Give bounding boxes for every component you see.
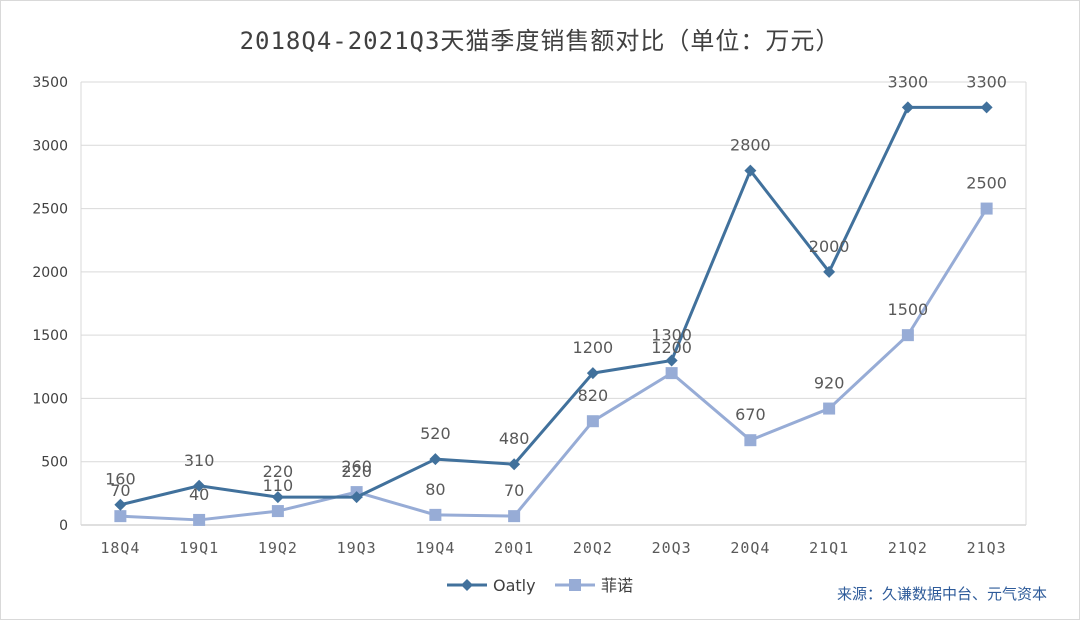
source-note: 来源：久谦数据中台、元气资本	[837, 585, 1047, 603]
data-label-oatly: 480	[499, 429, 530, 448]
data-label-oatly: 520	[420, 424, 451, 443]
gridlines	[80, 81, 1027, 526]
x-tick-label: 19Q3	[337, 539, 377, 557]
data-label-feinuo: 2500	[966, 174, 1007, 193]
point-feinuo	[114, 510, 127, 523]
x-tick-label: 20Q1	[494, 539, 534, 557]
data-label-oatly: 3300	[888, 72, 929, 91]
y-axis: 0 500 1000 1500 2000 2500 3000 3500	[32, 75, 68, 534]
legend-oatly-marker	[461, 579, 473, 591]
data-label-feinuo: 260	[341, 457, 372, 476]
series-group	[114, 101, 993, 526]
data-label-oatly: 2000	[809, 237, 850, 256]
data-label-feinuo: 670	[735, 405, 766, 424]
legend: Oatly 菲诺	[447, 576, 633, 595]
point-oatly	[350, 491, 363, 504]
x-tick-label: 21Q3	[967, 539, 1007, 557]
point-oatly	[744, 164, 757, 177]
x-tick-label: 21Q1	[809, 539, 849, 557]
data-label-oatly: 2800	[730, 136, 771, 155]
x-tick-label: 19Q1	[179, 539, 219, 557]
legend-feinuo-label: 菲诺	[601, 576, 633, 595]
data-label-oatly: 1200	[573, 338, 614, 357]
data-label-feinuo: 70	[504, 481, 524, 500]
x-tick-label: 20Q2	[573, 539, 613, 557]
point-oatly	[980, 101, 993, 114]
x-tick-label: 21Q2	[888, 539, 928, 557]
series-line-oatly	[120, 105, 987, 507]
point-oatly	[586, 367, 599, 380]
y-tick-label: 3500	[32, 75, 68, 91]
data-label-oatly: 160	[105, 470, 136, 489]
data-label-feinuo: 1500	[888, 300, 929, 319]
data-label-feinuo: 70	[110, 481, 130, 500]
chart-title: 2018Q4-2021Q3天猫季度销售额对比（单位：万元）	[240, 27, 841, 55]
y-tick-label: 1500	[32, 328, 68, 344]
point-oatly	[665, 354, 678, 367]
data-label-feinuo: 110	[263, 476, 294, 495]
data-label-feinuo: 40	[189, 485, 209, 504]
data-label-oatly: 220	[341, 462, 372, 481]
y-tick-label: 3000	[32, 138, 68, 154]
point-feinuo	[665, 367, 678, 380]
point-oatly	[114, 498, 127, 511]
point-feinuo	[744, 434, 757, 447]
data-label-feinuo: 80	[425, 480, 445, 499]
point-feinuo	[193, 513, 206, 526]
point-oatly	[508, 458, 521, 471]
point-oatly	[823, 265, 836, 278]
data-label-feinuo: 820	[578, 386, 609, 405]
y-tick-label: 500	[41, 455, 68, 471]
data-label-feinuo: 920	[814, 374, 845, 393]
x-tick-label: 19Q2	[258, 539, 298, 557]
data-label-oatly: 1300	[651, 325, 692, 344]
point-feinuo	[901, 329, 914, 342]
y-tick-label: 2000	[32, 265, 68, 281]
y-tick-label: 0	[59, 518, 68, 534]
point-feinuo	[980, 202, 993, 215]
point-oatly	[271, 491, 284, 504]
point-oatly	[429, 453, 442, 466]
x-tick-label: 19Q4	[415, 539, 455, 557]
legend-oatly-label: Oatly	[493, 576, 536, 595]
legend-feinuo-marker	[569, 579, 581, 591]
x-tick-label: 20Q4	[730, 539, 770, 557]
point-feinuo	[508, 510, 521, 523]
point-oatly	[193, 479, 206, 492]
point-feinuo	[823, 402, 836, 415]
point-feinuo	[586, 415, 599, 428]
data-label-oatly: 3300	[966, 72, 1007, 91]
point-feinuo	[271, 505, 284, 518]
data-label-oatly: 310	[184, 451, 215, 470]
y-tick-label: 2500	[32, 202, 68, 218]
series-line-feinuo	[120, 207, 988, 522]
x-tick-label: 18Q4	[100, 539, 140, 557]
point-oatly	[901, 101, 914, 114]
point-feinuo	[429, 508, 442, 521]
x-axis: 18Q4 19Q1 19Q2 19Q3 19Q4 20Q1 20Q2 20Q3 20Q4 21Q1…	[100, 539, 1007, 557]
data-label-oatly: 220	[263, 462, 294, 481]
x-tick-label: 20Q3	[652, 539, 692, 557]
y-tick-label: 1000	[32, 391, 68, 407]
data-label-feinuo: 1200	[651, 338, 692, 357]
